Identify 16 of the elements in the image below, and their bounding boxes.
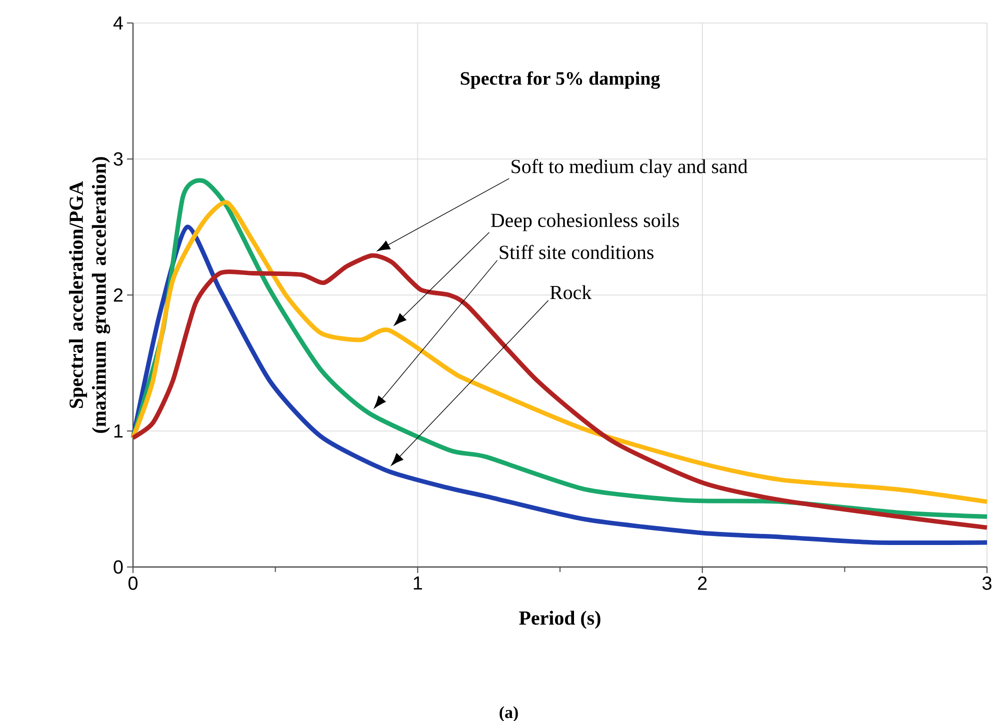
annotation: Stiff site conditions xyxy=(500,244,654,260)
annotation: Deep cohesionless soils xyxy=(490,213,679,232)
x-tick-label: 1 xyxy=(414,576,422,590)
x-axis-title: Period (s) xyxy=(519,610,600,629)
annotation: Spectra for 5% damping xyxy=(460,71,660,89)
y-tick-label: 4 xyxy=(113,16,123,30)
y-tick-label: 1 xyxy=(114,424,123,438)
x-tick-label: 3 xyxy=(982,576,992,590)
x-tick-label: 0 xyxy=(128,576,138,590)
x-tick-label: 2 xyxy=(698,576,707,590)
y-tick-label: 3 xyxy=(114,152,123,166)
annotation: Soft to medium clay and sand xyxy=(512,159,748,178)
y-tick-label: 0 xyxy=(114,560,123,574)
y-tick-label: 2 xyxy=(114,288,123,302)
annotation: Rock xyxy=(550,285,592,300)
y-axis-title: Spectral acceleration/PGA (maximum ground acceleration) xyxy=(68,157,110,433)
